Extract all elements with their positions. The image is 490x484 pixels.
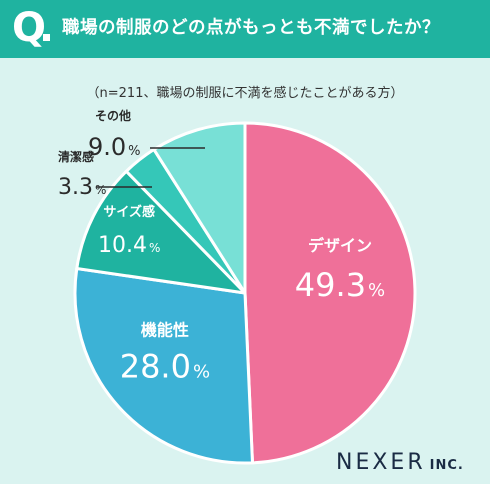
- slice-value-2: 28.0%: [120, 347, 210, 385]
- q-dot: [43, 34, 50, 41]
- slice-value-4: 3.3%: [58, 175, 106, 200]
- slice-number-3: 10.4: [98, 233, 147, 258]
- pie-slice-1: [243, 121, 417, 465]
- slice-value-3: 10.4%: [98, 233, 160, 258]
- slice-unit-3: %: [149, 241, 160, 255]
- pie-slice-3: [75, 169, 247, 295]
- logo-name: NEXER: [336, 450, 426, 475]
- question-header: Q 職場の制服のどの点がもっとも不満でしたか？: [0, 0, 490, 58]
- nexer-logo: NEXER INC.: [336, 450, 464, 475]
- slice-unit-2: %: [193, 361, 210, 382]
- slice-number-4: 3.3: [58, 175, 93, 200]
- slice-value-5: 9.0%: [88, 133, 141, 161]
- chart-subtitle: （n=211、職場の制服に不満を感じたことがある方）: [86, 86, 404, 101]
- slice-unit-4: %: [95, 183, 106, 197]
- slice-number-2: 28.0: [120, 347, 191, 385]
- q-mark: Q: [12, 5, 47, 51]
- slice-number-1: 49.3: [295, 266, 366, 304]
- slice-number-5: 9.0: [88, 133, 126, 161]
- logo-suffix: INC.: [429, 458, 464, 473]
- slice-label-5: その他: [95, 108, 131, 123]
- question-text: 職場の制服のどの点がもっとも不満でしたか？: [62, 18, 440, 38]
- slice-unit-5: %: [128, 144, 140, 159]
- slice-label-2: 機能性: [141, 320, 189, 339]
- slice-unit-1: %: [368, 280, 385, 301]
- pie-slice-2: [73, 267, 254, 465]
- slice-value-1: 49.3%: [295, 266, 385, 304]
- slice-label-1: デザイン: [308, 236, 372, 255]
- slice-label-3: サイズ感: [103, 204, 155, 220]
- slice-label-4: 清潔感: [58, 149, 94, 164]
